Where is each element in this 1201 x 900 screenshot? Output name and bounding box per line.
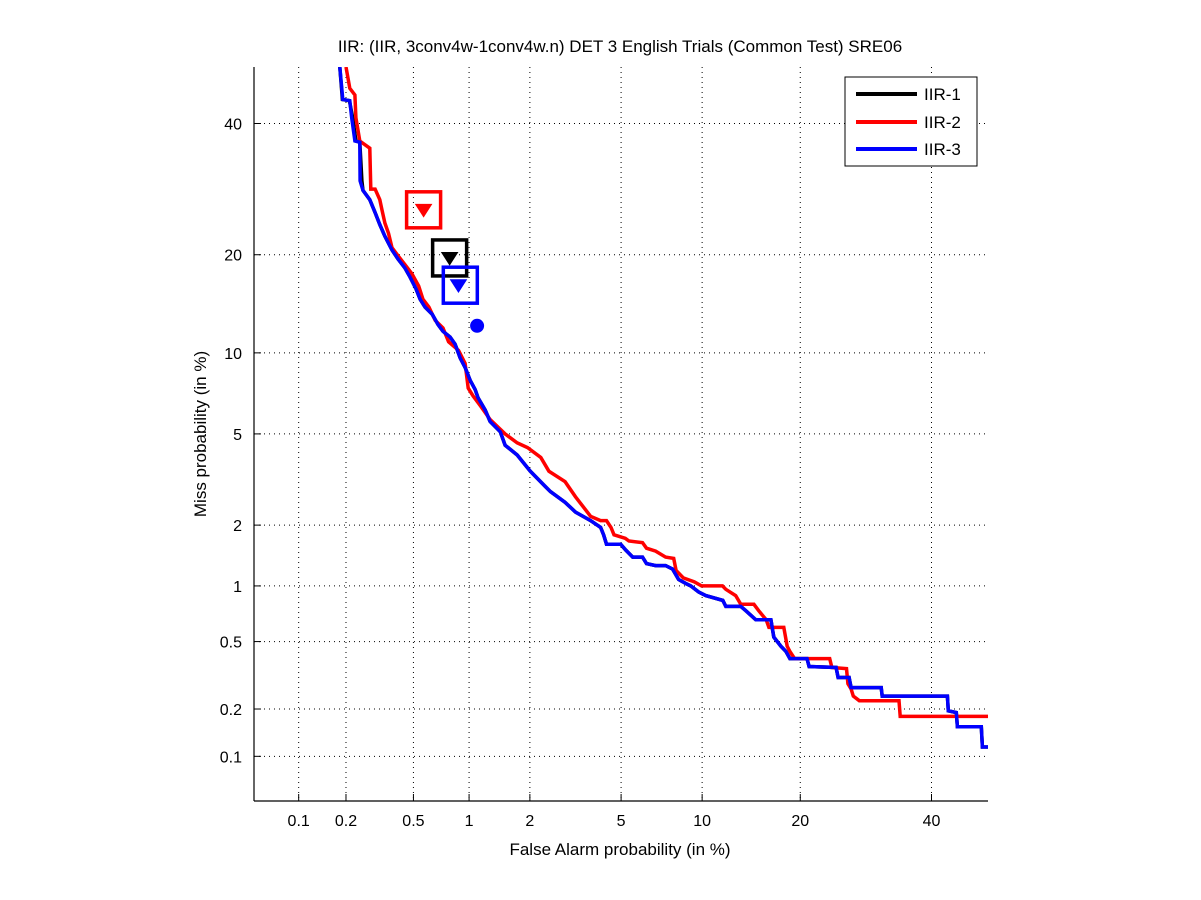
x-axis-label: False Alarm probability (in %) (509, 840, 730, 859)
y-tick-label: 0.5 (220, 635, 242, 652)
x-tick-label: 0.5 (402, 813, 424, 830)
legend-label-iir-1: IIR-1 (924, 85, 961, 104)
legend: IIR-1 IIR-2 IIR-3 (844, 76, 978, 167)
x-tick-label: 5 (617, 813, 626, 830)
marker-square-iir-3 (441, 265, 480, 305)
marker-square-iir-2 (404, 190, 443, 230)
y-tick-label: 1 (233, 579, 242, 596)
series (338, 67, 988, 749)
series-line-iir-3 (338, 67, 988, 749)
y-tick-label: 10 (224, 346, 242, 363)
x-tick-label: 1 (465, 813, 474, 830)
x-tick-label: 0.2 (335, 813, 357, 830)
marker-circle-iir-3 (470, 318, 485, 333)
x-tick-label: 20 (791, 813, 809, 830)
markers (404, 190, 485, 333)
y-axis-label: Miss probability (in %) (191, 351, 210, 517)
x-tick-label: 0.1 (288, 813, 310, 830)
y-tick-labels: 0.1 0.2 0.5 1 2 5 10 20 40 (220, 117, 242, 767)
legend-label-iir-2: IIR-2 (924, 113, 961, 132)
marker-square-iir-1 (430, 238, 469, 278)
y-tick-label: 2 (233, 518, 242, 535)
x-tick-label: 2 (525, 813, 534, 830)
y-tick-label: 5 (233, 427, 242, 444)
marker-triangle-iir-2 (414, 203, 433, 218)
x-tick-label: 10 (693, 813, 711, 830)
y-tick-label: 0.1 (220, 749, 242, 766)
x-tick-labels: 0.1 0.2 0.5 1 2 5 10 20 40 (288, 813, 941, 830)
axes (253, 67, 988, 802)
x-tick-label: 40 (923, 813, 941, 830)
marker-triangle-iir-1 (440, 251, 459, 266)
y-tick-label: 20 (224, 248, 242, 265)
y-tick-label: 0.2 (220, 702, 242, 719)
legend-label-iir-3: IIR-3 (924, 140, 961, 159)
y-tick-label: 40 (224, 117, 242, 134)
chart-title: IIR: (IIR, 3conv4w-1conv4w.n) DET 3 Engl… (338, 37, 902, 56)
marker-triangle-iir-3 (449, 279, 468, 294)
